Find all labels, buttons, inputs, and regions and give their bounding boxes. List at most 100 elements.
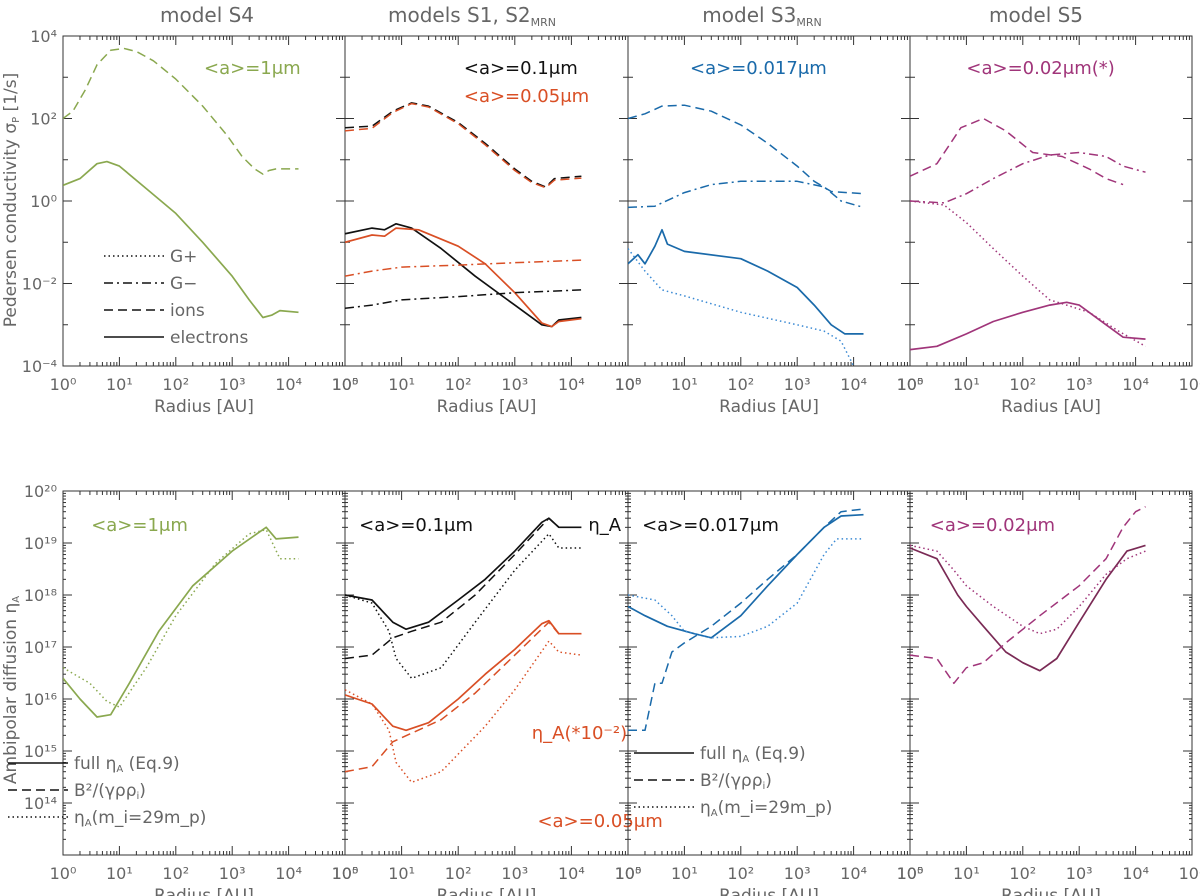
series-line-top-4-3 xyxy=(910,301,1146,351)
annotation-bottom-1-0: <a>=1μm xyxy=(91,515,188,536)
bottom-legend-mid-label-2: ηA(m_i=29m_p) xyxy=(700,798,832,819)
x-tick-label: 10⁵ xyxy=(332,864,359,883)
x-tick-label: 10² xyxy=(727,864,754,883)
y-tick-label: 10⁻² xyxy=(22,275,57,294)
x-tick-label: 10⁰ xyxy=(615,864,642,883)
series-line-top-4-2 xyxy=(910,200,1146,347)
series-line-bottom-2-4 xyxy=(345,621,582,773)
bottom-legend-left-label-2: ηA(m_i=29m_p) xyxy=(74,808,206,829)
panel-top-4: 10⁰ 10¹ 10² 10³ 10⁴ 10⁵ Radius [AU] <a>=0.02μm(… xyxy=(897,35,1200,417)
x-tick-label: 10³ xyxy=(219,864,246,883)
y-tick-label: 10¹⁵ xyxy=(24,742,57,761)
x-tick-label: 10⁰ xyxy=(332,375,359,394)
series-line-top-2-4 xyxy=(345,259,582,277)
panel-top-3: 10⁰ 10¹ 10² 10³ 10⁴ 10⁵ Radius [AU] <a>=0.017μm xyxy=(615,35,924,417)
y-tick-label: 10²⁰ xyxy=(24,482,57,501)
x-axis-label: Radius [AU] xyxy=(154,397,254,417)
x-tick-label: 10⁰ xyxy=(50,864,77,883)
x-tick-label: 10¹ xyxy=(953,864,980,883)
series-line-top-4-0 xyxy=(910,117,1124,186)
y-tick-label: 10⁰ xyxy=(30,192,57,211)
series-line-bottom-3-1 xyxy=(628,508,864,732)
series-line-bottom-3-0 xyxy=(628,513,864,639)
y-tick-label: 10⁻⁴ xyxy=(22,357,57,376)
x-axis-label: Radius [AU] xyxy=(437,886,537,896)
panel-frame xyxy=(909,490,1193,856)
x-tick-label: 10³ xyxy=(1066,864,1093,883)
bottom-legend-mid-label-0: full ηA (Eq.9) xyxy=(700,744,806,765)
x-tick-label: 10⁰ xyxy=(897,375,924,394)
panel-bottom-2: 10⁰ 10¹ 10² 10³ 10⁴ 10⁵ Radius [AU] <a>=0.1μm <a… xyxy=(332,490,663,896)
annotation-bottom-2-2: η_A xyxy=(588,515,621,536)
annotation-top-1-0: <a>=1μm xyxy=(204,58,301,79)
x-axis-label: Radius [AU] xyxy=(437,397,537,417)
x-tick-label: 10² xyxy=(162,375,189,394)
x-tick-label: 10⁴ xyxy=(558,864,585,883)
x-tick-label: 10⁴ xyxy=(1122,864,1149,883)
panel-top-1: 10⁰ 10¹ 10² 10³ 10⁴ 10⁵ Radius [AU] 10⁻⁴ 10⁻² 10⁰… xyxy=(22,27,359,417)
x-tick-label: 10⁴ xyxy=(275,375,302,394)
y-tick-label: 10¹⁹ xyxy=(24,534,57,553)
series-line-bottom-4-2 xyxy=(910,544,1146,635)
x-tick-label: 10⁰ xyxy=(897,864,924,883)
series-line-bottom-4-1 xyxy=(910,506,1146,685)
series-group xyxy=(910,506,1146,685)
y-tick-label: 10¹⁴ xyxy=(24,794,57,813)
x-axis-label: Radius [AU] xyxy=(154,886,254,896)
top-legend-label-1: G− xyxy=(170,274,197,294)
x-tick-label: 10² xyxy=(162,864,189,883)
series-group xyxy=(63,526,299,718)
x-tick-label: 10¹ xyxy=(953,375,980,394)
y-tick-label: 10¹⁸ xyxy=(24,586,57,605)
series-line-bottom-2-1 xyxy=(345,517,582,660)
y-tick-label: 10¹⁶ xyxy=(24,690,57,709)
series-line-top-3-1 xyxy=(628,180,864,209)
x-tick-label: 10² xyxy=(1009,864,1036,883)
series-line-top-3-3 xyxy=(628,248,855,366)
x-tick-label: 10¹ xyxy=(106,864,133,883)
x-tick-label: 10¹ xyxy=(671,864,698,883)
x-tick-label: 10³ xyxy=(784,375,811,394)
bottom-legend-mid-label-1: B²/(γρρi) xyxy=(700,771,772,792)
x-tick-label: 10⁵ xyxy=(897,375,924,394)
x-tick-label: 10⁵ xyxy=(1179,375,1200,394)
x-tick-label: 10² xyxy=(1009,375,1036,394)
column-title-1: model S4 xyxy=(160,3,254,27)
legends: G+ G− ions electrons full ηA (Eq.9) B²/(γρρi)… xyxy=(8,247,832,829)
annotation-bottom-2-3: η_A(*10⁻²) xyxy=(532,723,627,744)
series-group xyxy=(628,508,864,732)
annotation-bottom-3-0: <a>=0.017μm xyxy=(642,515,779,536)
annotation-bottom-2-0: <a>=0.1μm xyxy=(359,515,473,536)
y-tick-label: 10¹⁷ xyxy=(24,638,57,657)
x-tick-label: 10³ xyxy=(501,864,528,883)
x-tick-label: 10³ xyxy=(1066,375,1093,394)
series-line-top-2-1 xyxy=(345,102,582,189)
series-line-top-3-0 xyxy=(628,104,864,195)
x-axis-label: Radius [AU] xyxy=(1001,397,1101,417)
column-title-2: models S1, S2MRN xyxy=(388,3,556,29)
annotation-top-2-1: <a>=0.05μm xyxy=(464,86,589,107)
x-tick-label: 10² xyxy=(727,375,754,394)
series-line-bottom-4-0 xyxy=(910,544,1146,672)
series-group xyxy=(628,104,864,366)
x-axis-label: Radius [AU] xyxy=(1001,886,1101,896)
x-axis-label: Radius [AU] xyxy=(719,397,819,417)
x-tick-label: 10⁴ xyxy=(840,864,867,883)
series-line-top-2-0 xyxy=(345,102,582,188)
x-tick-label: 10² xyxy=(445,375,472,394)
x-tick-label: 10¹ xyxy=(388,375,415,394)
x-tick-label: 10⁴ xyxy=(558,375,585,394)
column-title-3: model S3MRN xyxy=(702,3,821,29)
x-tick-label: 10³ xyxy=(784,864,811,883)
series-group xyxy=(345,517,582,784)
x-tick-label: 10⁵ xyxy=(1179,864,1200,883)
x-tick-label: 10⁵ xyxy=(332,375,359,394)
top-legend-label-3: electrons xyxy=(170,328,248,348)
panel-bottom-1: 10⁰ 10¹ 10² 10³ 10⁴ 10⁵ Radius [AU] 10¹⁴ 10¹⁵ 10¹… xyxy=(24,482,359,896)
x-tick-label: 10¹ xyxy=(388,864,415,883)
column-title-4: model S5 xyxy=(989,3,1083,27)
x-tick-label: 10⁵ xyxy=(615,375,642,394)
x-axis-label: Radius [AU] xyxy=(719,886,819,896)
x-tick-label: 10⁰ xyxy=(615,375,642,394)
